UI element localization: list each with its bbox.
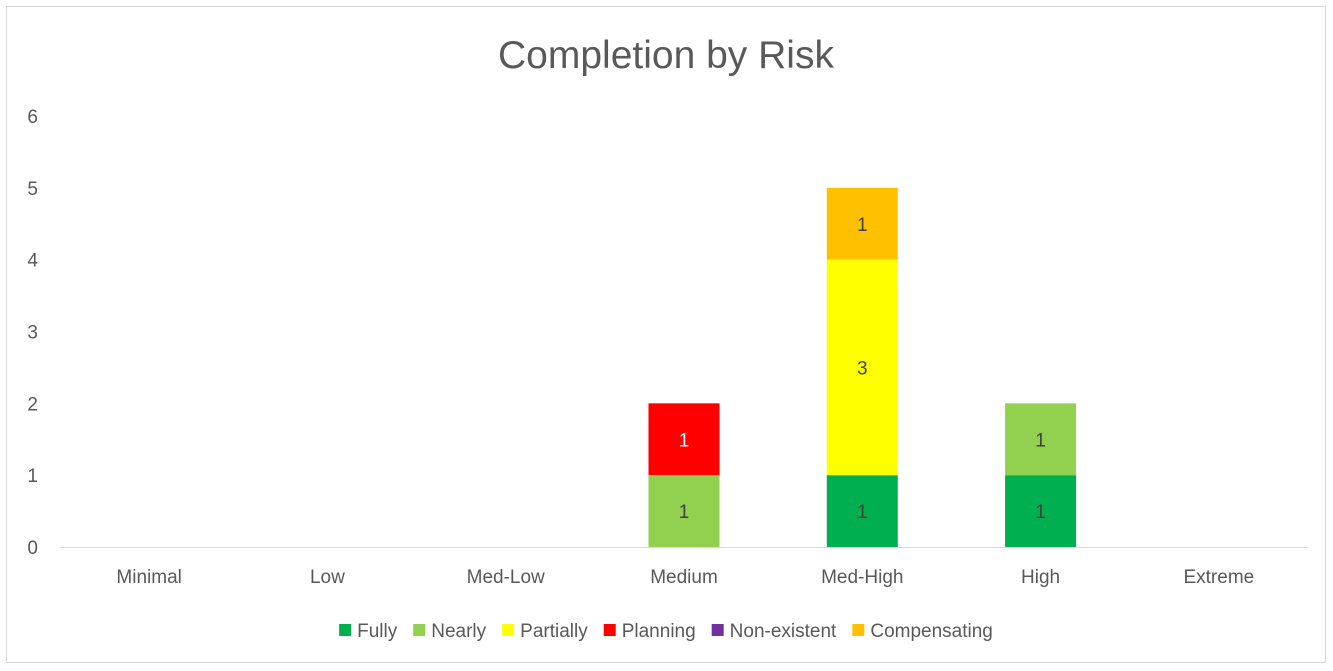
legend-swatch [339,624,352,636]
y-tick-label: 5 [27,179,38,200]
legend-swatch [502,624,515,636]
y-axis: 0 1 2 3 4 5 6 [27,107,38,559]
legend-label: Compensating [870,621,993,642]
x-axis: Minimal Low Med-Low Medium Med-High High Extre… [60,547,1308,588]
x-tick-label: Low [310,567,345,588]
legend-item: Planning [603,621,696,642]
y-tick-label: 4 [27,251,38,272]
legend-label: Partially [520,621,588,642]
bar-segment [1005,403,1077,476]
legend-label: Non-existent [730,621,837,642]
legend-swatch [711,624,724,636]
bar-segment [826,259,898,476]
x-tick-label: Med-Low [467,567,545,588]
data-label: 3 [857,358,868,379]
legend-swatch [413,624,426,636]
legend-item: Fully [339,621,398,642]
x-tick-label: Minimal [116,567,181,588]
legend-item: Compensating [852,621,993,642]
x-tick-label: Extreme [1183,567,1254,588]
data-label: 1 [1035,502,1046,523]
x-tick-label: High [1021,567,1060,588]
chart-frame [6,6,1326,663]
y-tick-label: 2 [27,394,38,415]
data-label: 1 [679,430,690,451]
bar-segment [826,475,898,547]
bar-segment [826,187,898,260]
y-tick-label: 6 [27,107,38,128]
bar-segment [648,403,720,476]
y-tick-label: 3 [27,323,38,344]
bars-group: 1 1 1 3 1 1 1 [648,187,1077,547]
data-label: 1 [857,502,868,523]
chart-title: Completion by Risk [498,34,834,77]
legend-label: Fully [357,621,398,642]
bar-segment [1005,475,1077,547]
data-label: 1 [679,502,690,523]
legend-label: Planning [622,621,696,642]
legend-item: Partially [502,621,588,642]
legend-swatch [852,624,865,636]
y-tick-label: 1 [27,466,38,487]
y-tick-label: 0 [27,538,38,559]
x-tick-label: Med-High [821,567,903,588]
legend-label: Nearly [431,621,486,642]
data-label: 1 [857,215,868,236]
bar-segment [648,475,720,547]
legend-item: Non-existent [711,621,837,642]
legend: Fully Nearly Partially Planning Non-existent… [339,621,993,642]
x-tick-label: Medium [650,567,718,588]
legend-swatch [603,624,616,636]
data-label: 1 [1035,430,1046,451]
legend-item: Nearly [413,621,487,642]
